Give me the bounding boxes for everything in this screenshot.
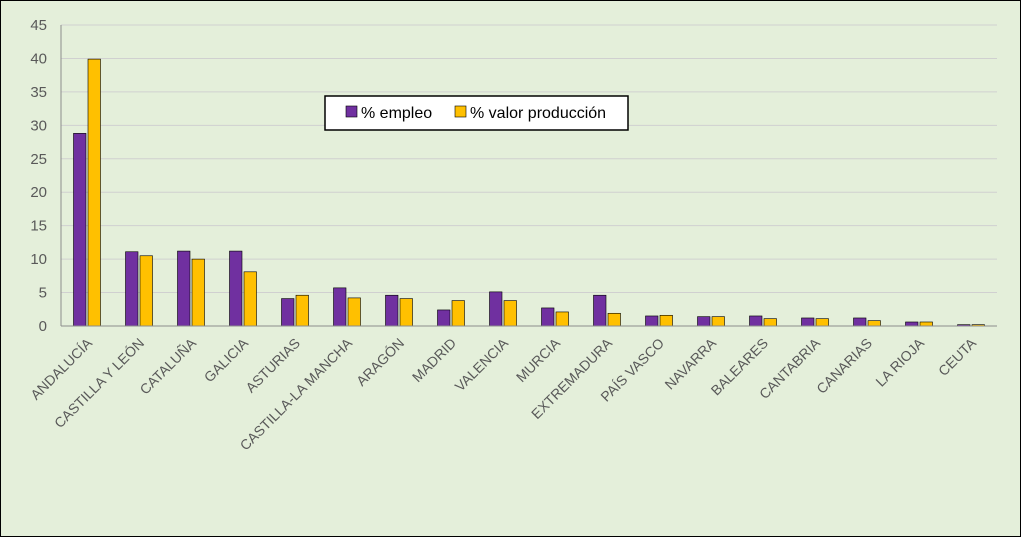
bar bbox=[437, 309, 451, 327]
gridlines bbox=[61, 24, 997, 294]
bar bbox=[191, 258, 205, 327]
x-tick-label: GALICIA bbox=[201, 334, 252, 385]
bar bbox=[645, 315, 659, 327]
x-tick-label: CASTILLA Y LEÓN bbox=[51, 335, 147, 431]
legend-label-valor-produccion: % valor producción bbox=[470, 105, 606, 122]
bar bbox=[593, 294, 607, 327]
bar bbox=[385, 294, 399, 327]
bar bbox=[503, 300, 517, 327]
bar bbox=[801, 317, 815, 327]
legend-label-empleo: % empleo bbox=[361, 105, 432, 122]
bar bbox=[451, 300, 465, 327]
bar bbox=[697, 316, 711, 327]
x-tick-label: CANARIAS bbox=[813, 335, 875, 397]
y-tick-label: 20 bbox=[30, 184, 47, 201]
bar bbox=[607, 312, 621, 327]
bar bbox=[763, 318, 777, 327]
x-tick-label: LA RIOJA bbox=[872, 334, 927, 389]
bars bbox=[73, 58, 985, 327]
bar bbox=[177, 250, 191, 327]
y-tick-label: 30 bbox=[30, 117, 47, 134]
bar bbox=[243, 271, 257, 327]
bar bbox=[399, 298, 413, 327]
y-tick-labels: 0 5 10 15 20 25 30 35 40 45 bbox=[30, 17, 47, 335]
bar bbox=[87, 58, 101, 327]
legend-swatch-valor-produccion bbox=[454, 105, 467, 118]
bar bbox=[295, 294, 309, 327]
bar bbox=[749, 315, 763, 327]
y-tick-label: 35 bbox=[30, 84, 47, 101]
bar bbox=[867, 320, 881, 327]
y-tick-label: 45 bbox=[30, 17, 47, 34]
bar bbox=[73, 133, 87, 327]
bar bbox=[919, 321, 933, 327]
bar bbox=[489, 291, 503, 327]
y-tick-label: 5 bbox=[39, 285, 47, 302]
bar bbox=[541, 307, 555, 327]
x-tick-label: CATALUÑA bbox=[136, 334, 199, 397]
x-tick-label: ARAGÓN bbox=[353, 335, 407, 389]
y-tick-label: 25 bbox=[30, 151, 47, 168]
x-tick-label: CEUTA bbox=[935, 334, 980, 379]
y-tick-label: 10 bbox=[30, 251, 47, 268]
bar bbox=[905, 321, 919, 327]
x-tick-label: VALENCIA bbox=[452, 334, 512, 394]
y-tick-label: 15 bbox=[30, 218, 47, 235]
bar bbox=[139, 255, 153, 327]
bar bbox=[555, 311, 569, 327]
bar bbox=[815, 318, 829, 327]
legend-swatch-empleo bbox=[345, 105, 358, 118]
legend: % empleo % valor producción bbox=[324, 95, 629, 131]
bar bbox=[711, 316, 725, 327]
bar bbox=[333, 287, 347, 327]
y-tick-label: 40 bbox=[30, 50, 47, 67]
bar bbox=[125, 251, 139, 327]
x-tick-label: MURCIA bbox=[513, 334, 564, 385]
bar bbox=[347, 297, 361, 327]
bar bbox=[229, 250, 243, 327]
bar bbox=[659, 314, 673, 327]
y-tick-label: 0 bbox=[39, 318, 47, 335]
x-tick-label: MADRID bbox=[409, 335, 459, 385]
bar bbox=[853, 317, 867, 327]
bar bbox=[281, 298, 295, 327]
legend-box bbox=[324, 95, 629, 131]
